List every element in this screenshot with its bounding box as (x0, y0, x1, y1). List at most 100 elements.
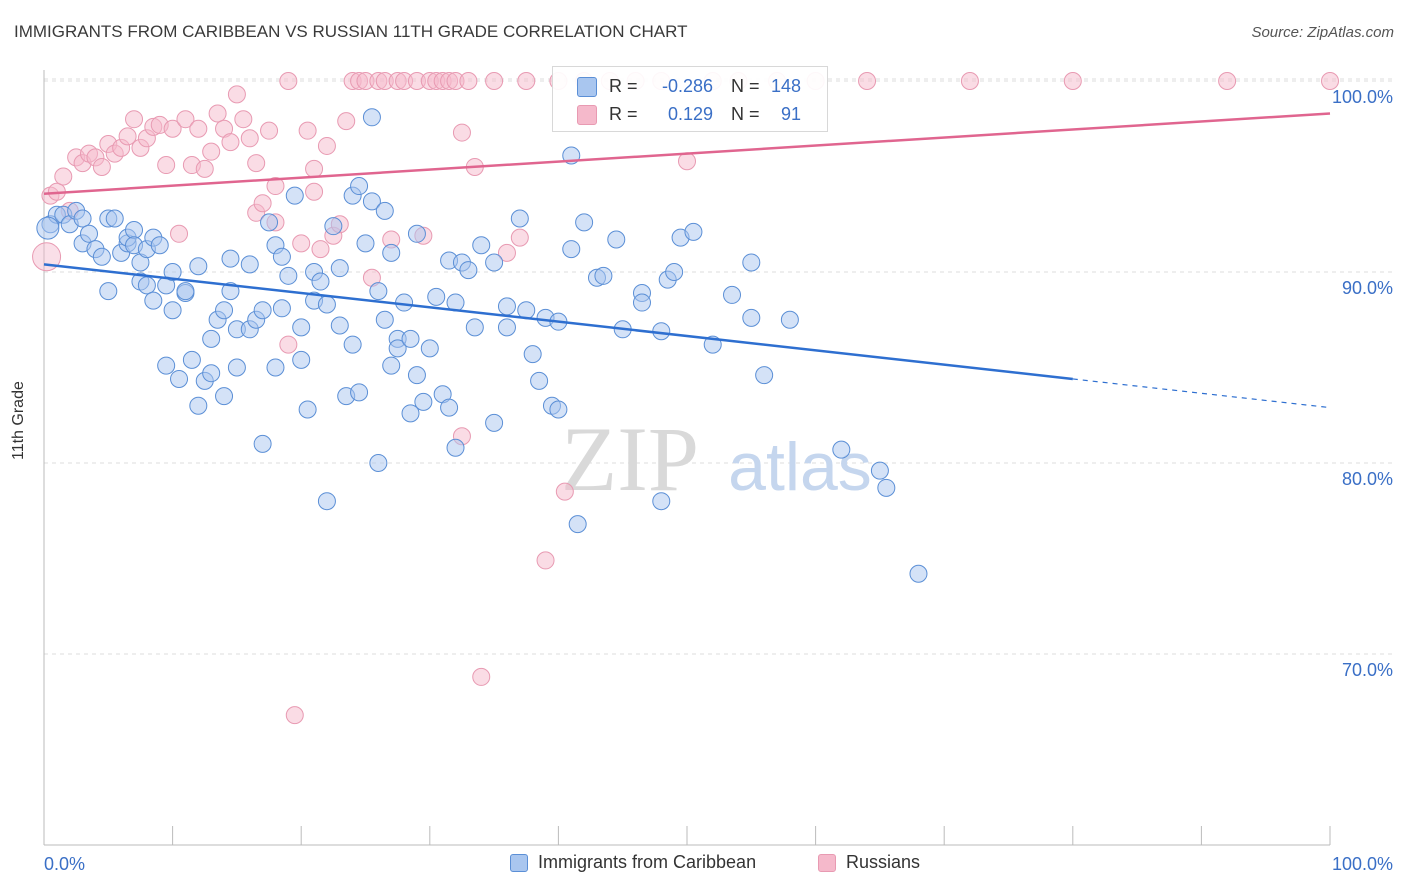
watermark-atlas: atlas (728, 429, 872, 505)
caribbean-point (607, 230, 626, 249)
russians-point (472, 667, 491, 686)
caribbean-point (401, 329, 420, 348)
russians-point (337, 112, 356, 131)
caribbean-point (215, 301, 234, 320)
russians-point (266, 177, 285, 196)
caribbean-point (163, 301, 182, 320)
caribbean-r-value: -0.286 (661, 76, 713, 96)
russians-point (234, 110, 253, 129)
caribbean-point (517, 301, 536, 320)
russians-point (247, 154, 266, 173)
caribbean-point (375, 310, 394, 329)
caribbean-point (420, 339, 439, 358)
caribbean-point (80, 224, 99, 243)
caribbean-point (446, 438, 465, 457)
russians-r-value: 0.129 (667, 104, 713, 124)
caribbean-point (742, 308, 761, 327)
russians-point (163, 119, 182, 138)
caribbean-point (324, 217, 343, 236)
caribbean-point (272, 299, 291, 318)
russians-point (253, 194, 272, 213)
caribbean-point (279, 266, 298, 285)
russians-point (305, 159, 324, 178)
caribbean-point (549, 400, 568, 419)
caribbean-point (330, 259, 349, 278)
russians-point (260, 121, 279, 140)
caribbean-point (382, 243, 401, 262)
caribbean-point (356, 234, 375, 253)
caribbean-point (272, 247, 291, 266)
russians-point (452, 123, 471, 142)
caribbean-point (382, 356, 401, 375)
caribbean-point (330, 316, 349, 335)
caribbean-point (202, 364, 221, 383)
caribbean-point (594, 266, 613, 285)
tick-labels: 70.0% 80.0% 90.0% 100.0% 0.0% 100.0% (44, 87, 1393, 874)
russians-point (1218, 72, 1237, 90)
russians-point (555, 482, 574, 501)
caribbean-points (36, 108, 928, 583)
caribbean-point (877, 478, 896, 497)
trend-lines (43, 112, 1331, 409)
legend-item-caribbean[interactable]: Immigrants from Caribbean (510, 852, 756, 873)
caribbean-point (99, 282, 118, 301)
legend-item-russians[interactable]: Russians (818, 852, 920, 873)
russians-point (157, 156, 176, 175)
caribbean-point (343, 335, 362, 354)
caribbean-point (497, 318, 516, 337)
caribbean-point (92, 247, 111, 266)
caribbean-point (401, 404, 420, 423)
caribbean-point (176, 282, 195, 301)
caribbean-trend-line (43, 263, 1073, 381)
russians-point (858, 72, 877, 90)
y-tick-label: 100.0% (1332, 87, 1393, 107)
caribbean-point (440, 398, 459, 417)
watermark-zip: ZIP (561, 408, 699, 510)
caribbean-point (459, 261, 478, 280)
russians-point (517, 72, 536, 90)
stats-box: R = -0.286 N = 148 R = 0.129 N = 91 (552, 66, 828, 132)
caribbean-point (388, 339, 407, 358)
caribbean-trend-extension (1072, 378, 1331, 409)
caribbean-point (530, 371, 549, 390)
caribbean-point (285, 186, 304, 205)
russians-point (1321, 72, 1339, 90)
y-tick-label: 70.0% (1342, 660, 1393, 680)
caribbean-point (465, 318, 484, 337)
caribbean-point (189, 257, 208, 276)
caribbean-point (632, 293, 651, 312)
russians-point (202, 142, 221, 161)
russians-point (459, 72, 478, 90)
caribbean-n-label: N = (731, 76, 760, 96)
russians-point (227, 85, 246, 104)
caribbean-point (350, 177, 369, 196)
caribbean-point (221, 249, 240, 268)
caribbean-point (665, 263, 684, 281)
russians-point (125, 110, 144, 129)
russians-point (92, 157, 111, 176)
caribbean-point (472, 236, 491, 255)
russians-point (221, 133, 240, 152)
russians-point (311, 240, 330, 259)
russians-point (510, 228, 529, 247)
caribbean-point (369, 454, 388, 472)
caribbean-point (870, 461, 889, 480)
caribbean-point (150, 236, 169, 255)
russians-point (298, 121, 317, 140)
caribbean-point-large (36, 216, 60, 240)
caribbean-point (485, 253, 504, 272)
caribbean-point (755, 366, 774, 385)
russians-point (170, 224, 189, 243)
legend-swatch-caribbean (510, 853, 528, 872)
caribbean-point (317, 492, 336, 511)
russians-point-large (32, 242, 62, 272)
caribbean-point (362, 192, 381, 211)
russians-point (536, 551, 555, 570)
caribbean-point (240, 255, 259, 274)
caribbean-point (523, 345, 542, 364)
y-tick-label: 90.0% (1342, 278, 1393, 298)
caribbean-r-label: R = (609, 76, 638, 96)
russians-point (285, 706, 304, 725)
caribbean-point (909, 564, 928, 583)
